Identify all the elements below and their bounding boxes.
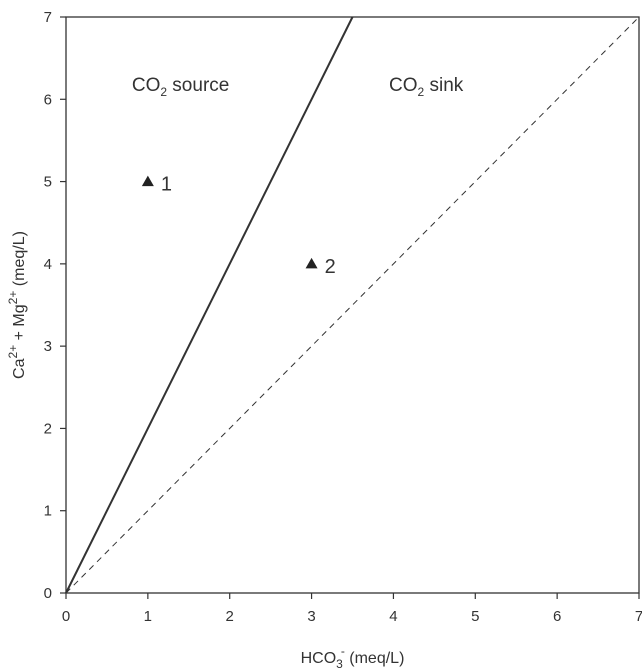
y-tick-label: 3 — [44, 338, 52, 355]
region-annotations: CO2 source CO2 sink — [132, 75, 464, 99]
x-tick-label: 0 — [62, 608, 70, 625]
y-axis-title: Ca2+ + Mg2+ (meq/L) — [6, 231, 28, 379]
data-point-label: 2 — [325, 256, 336, 278]
plot-frame — [65, 16, 640, 594]
x-tick-label: 7 — [635, 608, 642, 625]
one-to-one-line-dashed — [65, 16, 640, 594]
data-point-triangle — [141, 175, 154, 187]
y-tick-label: 7 — [44, 9, 52, 26]
y-tick-label: 5 — [44, 174, 52, 191]
x-axis-title: HCO3- (meq/L) — [301, 644, 405, 670]
y-tick-label: 2 — [44, 420, 52, 437]
x-tick-label: 4 — [389, 608, 397, 625]
y-tick-label: 4 — [44, 256, 52, 273]
data-point-triangle — [305, 257, 318, 269]
x-tick-label: 5 — [471, 608, 479, 625]
y-tick-label: 1 — [44, 503, 52, 520]
boundary-line-solid — [65, 16, 354, 594]
x-tick-label: 2 — [226, 608, 234, 625]
x-tick-label: 3 — [307, 608, 315, 625]
x-tick-label: 1 — [144, 608, 152, 625]
x-tick-label: 6 — [553, 608, 561, 625]
data-points: 12 — [141, 174, 336, 278]
data-point-label: 1 — [161, 174, 172, 196]
reference-lines — [65, 16, 640, 594]
region-annotation: CO2 sink — [389, 75, 464, 99]
y-tick-label: 0 — [44, 585, 52, 602]
region-annotation: CO2 source — [132, 75, 230, 99]
y-tick-label: 6 — [44, 91, 52, 108]
